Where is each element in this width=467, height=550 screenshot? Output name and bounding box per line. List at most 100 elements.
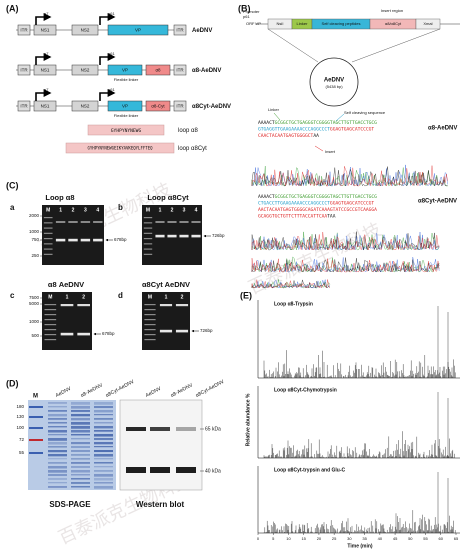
gene-label: NS2	[81, 104, 90, 109]
spectrum-title: Loop α8Cyt-trypsin and Glu-C	[274, 467, 346, 473]
sequence-part: CAACTACAATGAGTGGGGCT	[258, 133, 314, 139]
promoter-arrow	[99, 13, 116, 25]
dna-band	[80, 238, 91, 242]
x-tick-label: 35	[362, 536, 367, 541]
panel-c: (C) a Loop α8 M 1 2 3 4 2000 1000 750 250 678bp b Loo…	[6, 180, 225, 350]
gene-label: ITR	[20, 104, 28, 109]
panel-d: (D) M AeDNV α8-AeDNV α8Cyt-AeDNV AeDNV α8-AeD…	[6, 378, 226, 509]
chromatogram-trace	[251, 258, 440, 273]
insert-label: α8/α8Cyt	[385, 21, 402, 26]
chromatogram-trace	[251, 165, 448, 187]
dna-band	[159, 329, 173, 333]
constructs: ITR NS1 NS2 VP ITR p7 p61 AeDNV ITR NS1 NS2 VP α8 Fle…	[16, 11, 231, 118]
chromatogram-trace	[251, 257, 440, 273]
lane-label: 2	[181, 294, 184, 300]
ladder-band	[143, 227, 153, 229]
protein-band	[48, 434, 67, 436]
protein-band	[48, 466, 67, 469]
gene-box	[71, 24, 99, 36]
marker-label: 500	[31, 333, 39, 338]
lane-label: α8Cyt-AeDNV	[195, 379, 226, 399]
protein-band	[48, 418, 67, 420]
ladder-band	[44, 304, 57, 306]
insert-region-label: Insert region	[381, 8, 403, 13]
protein-band	[94, 418, 113, 420]
wb-band	[150, 427, 170, 431]
lane-label: α8Cyt-AeDNV	[105, 379, 136, 399]
protein-band	[71, 430, 90, 433]
protein-band	[94, 414, 113, 416]
gene-label: VP	[122, 68, 128, 73]
panel-label: (A)	[6, 3, 19, 13]
spectrum-title: Loop α8Cyt-Chymotrypsin	[274, 387, 337, 393]
promoter-label: p61	[108, 87, 115, 92]
lane-label: 1	[66, 294, 69, 300]
protein-band	[71, 470, 90, 473]
gel-title: α8 AeDNV	[48, 280, 84, 289]
wb-band	[126, 467, 146, 473]
loop-box	[87, 124, 165, 136]
protein-band	[94, 442, 113, 445]
ladder-band	[43, 227, 53, 229]
gel-title: Loop α8Cyt	[147, 193, 189, 202]
dna-band	[155, 234, 165, 238]
ladder-band	[44, 309, 57, 311]
gel-caption: SDS-PAGE	[49, 500, 91, 509]
x-tick-label: 40	[378, 536, 383, 541]
loop-name: loop α8Cyt	[178, 146, 207, 152]
gel-letter: b	[118, 203, 123, 212]
gel	[142, 292, 190, 350]
marker-label: 1000	[29, 319, 40, 324]
dna-band	[55, 221, 66, 223]
ladder-band	[44, 334, 57, 336]
lane-label: α8-AeDNV	[170, 382, 195, 399]
promoter-arrow	[35, 89, 52, 101]
chromatogram-trace	[251, 166, 448, 187]
wb-band	[126, 427, 146, 431]
dna-band	[60, 304, 74, 307]
sequence-line: AAAACTGCGGCTGCTGAGGGTCGGGGTAGCTTGTTGACCT…	[258, 194, 377, 200]
ladder-band	[44, 329, 57, 331]
site-label: XmaI	[423, 21, 432, 26]
protein-band	[71, 406, 90, 409]
gene-label: ITR	[20, 68, 28, 73]
protein-band	[94, 434, 113, 437]
dna-band	[93, 238, 103, 242]
gene-box	[107, 64, 143, 76]
protein-band	[94, 430, 113, 432]
marker-label: 55	[19, 450, 25, 455]
ladder-band	[144, 304, 156, 306]
ladder-band	[44, 324, 57, 326]
annotation: Linker	[268, 107, 280, 112]
lane-label: AeDNV	[145, 386, 163, 399]
ladder-band	[143, 222, 153, 224]
site-label: NsiI	[277, 21, 284, 26]
protein-band	[94, 438, 113, 440]
gene-box	[33, 24, 57, 36]
marker-label: 180	[16, 404, 24, 409]
construct-name: α8-AeDNV	[192, 68, 221, 74]
protein-band	[71, 422, 90, 425]
promoter-arrow	[99, 89, 116, 101]
peptide-label: Self cleaving peptides	[322, 21, 361, 26]
panel-label: (D)	[6, 378, 19, 388]
protein-band	[48, 438, 67, 441]
gel-caption: Western blot	[136, 500, 185, 509]
dna-band	[80, 221, 91, 223]
protein-band	[48, 446, 67, 448]
sequence-part: GCGGCTGCTGAGGGTCGGGGTAGCTTGTTGACCTGCG	[275, 120, 378, 126]
loop-sequence: GYHPYNYNEWG	[111, 128, 142, 134]
annotation-arrow	[314, 145, 324, 152]
ladder-band	[43, 253, 53, 255]
lane-label: 2	[72, 207, 75, 213]
panel-b: (B) Promoter p61 Insert region ORF VP Ns…	[238, 3, 460, 289]
gene-label: NS1	[41, 68, 50, 73]
chromatogram-trace	[251, 231, 440, 251]
dna-band	[55, 238, 66, 242]
promoter-label: Promoter	[243, 9, 260, 14]
protein-band	[71, 410, 90, 412]
x-tick-label: 5	[272, 536, 275, 541]
sequence-part: AAAACT	[258, 194, 275, 200]
protein-band	[94, 474, 113, 477]
panel-label: (B)	[238, 3, 251, 13]
